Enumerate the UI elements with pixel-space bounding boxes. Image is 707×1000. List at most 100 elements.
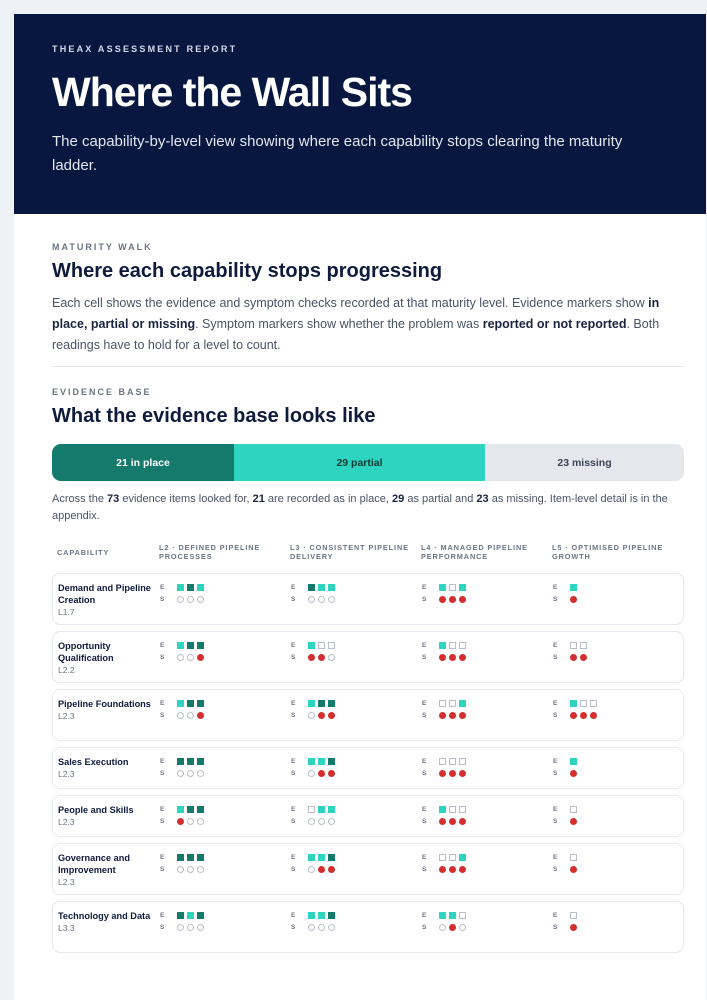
table-row: Opportunity Qualification L2.2 E S E S E S E S — [52, 631, 684, 683]
evidence-markers: E — [291, 640, 422, 650]
symptom-not-reported-marker — [197, 923, 204, 931]
page-title: Where the Wall Sits — [52, 69, 413, 115]
symptom-not-reported-marker — [177, 653, 184, 661]
capability-cell: Governance and Improvement L2.3 — [53, 844, 160, 894]
symptom-reported-marker — [449, 923, 456, 931]
capability-name: People and Skills — [58, 805, 134, 815]
symptom-markers: S — [160, 922, 291, 932]
symptom-reported-marker — [439, 769, 446, 777]
evidence-partial-marker — [308, 911, 315, 919]
symptom-not-reported-marker — [197, 865, 204, 873]
evidence-partial-marker — [318, 911, 325, 919]
evidence-tag: E — [291, 641, 296, 649]
capability-level: L2.3 — [58, 711, 75, 721]
evidence-tag: E — [553, 641, 558, 649]
symptom-markers: S — [160, 652, 291, 662]
evidence-in-place-marker — [318, 699, 325, 707]
evidence-missing-marker — [318, 641, 325, 649]
evidence-in-place-marker — [328, 757, 335, 765]
evidence-markers: E — [553, 640, 678, 650]
evidence-tag: E — [160, 699, 165, 707]
symptom-markers: S — [291, 816, 422, 826]
symptom-reported-marker — [197, 711, 204, 719]
symptom-markers: S — [553, 710, 678, 720]
symptom-not-reported-marker — [459, 923, 466, 931]
column-header-l4: L4 · MANAGED PIPELINE PERFORMANCE — [421, 543, 528, 561]
symptom-markers: S — [422, 768, 553, 778]
symptom-markers: S — [422, 864, 553, 874]
symptom-not-reported-marker — [187, 711, 194, 719]
evidence-markers: E — [160, 910, 291, 920]
symptom-markers: S — [160, 594, 291, 604]
evidence-partial-marker — [459, 699, 466, 707]
symptom-not-reported-marker — [439, 923, 446, 931]
evidence-tag: E — [553, 805, 558, 813]
capability-cell: Sales Execution L2.3 — [53, 748, 160, 788]
symptom-tag: S — [160, 923, 165, 931]
symptom-reported-marker — [459, 711, 466, 719]
symptom-tag: S — [553, 595, 558, 603]
missing-segment: 23 missing — [485, 444, 684, 481]
evidence-partial-marker — [459, 583, 466, 591]
symptom-reported-marker — [570, 865, 577, 873]
evidence-partial-marker — [570, 583, 577, 591]
evidence-tag: E — [553, 853, 558, 861]
symptom-not-reported-marker — [187, 595, 194, 603]
symptom-tag: S — [422, 711, 427, 719]
symptom-reported-marker — [449, 711, 456, 719]
symptom-reported-marker — [318, 769, 325, 777]
evidence-in-place-marker — [197, 805, 204, 813]
symptom-not-reported-marker — [308, 769, 315, 777]
evidence-partial-marker — [318, 583, 325, 591]
symptom-reported-marker — [459, 769, 466, 777]
evidence-partial-marker — [439, 805, 446, 813]
symptom-markers: S — [160, 768, 291, 778]
evidence-missing-marker — [580, 699, 587, 707]
symptom-markers: S — [291, 768, 422, 778]
evidence-partial-marker — [570, 699, 577, 707]
symptom-reported-marker — [318, 711, 325, 719]
symptom-reported-marker — [177, 817, 184, 825]
symptom-reported-marker — [439, 653, 446, 661]
evidence-in-place-marker — [328, 911, 335, 919]
walk-intro: Each cell shows the evidence and symptom… — [52, 296, 660, 352]
symptom-reported-marker — [459, 595, 466, 603]
symptom-markers: S — [553, 768, 678, 778]
symptom-tag: S — [422, 865, 427, 873]
evidence-tag: E — [291, 911, 296, 919]
column-header-l3: L3 · CONSISTENT PIPELINE DELIVERY — [290, 543, 409, 561]
evidence-partial-marker — [177, 699, 184, 707]
symptom-markers: S — [291, 594, 422, 604]
symptom-reported-marker — [328, 711, 335, 719]
evidence-tag: E — [553, 699, 558, 707]
evidence-markers: E — [422, 698, 553, 708]
symptom-reported-marker — [449, 769, 456, 777]
section-divider — [52, 366, 684, 367]
symptom-not-reported-marker — [197, 769, 204, 777]
evidence-in-place-marker — [197, 641, 204, 649]
evidence-title: What the evidence base looks like — [52, 405, 376, 427]
evidence-missing-marker — [590, 699, 597, 707]
evidence-missing-marker — [459, 911, 466, 919]
symptom-tag: S — [291, 817, 296, 825]
table-row: Technology and Data L3.3 E S E S E S E S — [52, 901, 684, 953]
symptom-tag: S — [422, 817, 427, 825]
evidence-markers: E — [422, 852, 553, 862]
page-subtitle: The capability-by-level view showing whe… — [52, 133, 623, 174]
symptom-reported-marker — [570, 711, 577, 719]
symptom-not-reported-marker — [187, 769, 194, 777]
evidence-markers: E — [291, 582, 422, 592]
evidence-missing-marker — [580, 641, 587, 649]
column-header-l5: L5 · OPTIMISED PIPELINE GROWTH — [552, 543, 664, 561]
evidence-tag: E — [422, 641, 427, 649]
evidence-markers: E — [160, 640, 291, 650]
